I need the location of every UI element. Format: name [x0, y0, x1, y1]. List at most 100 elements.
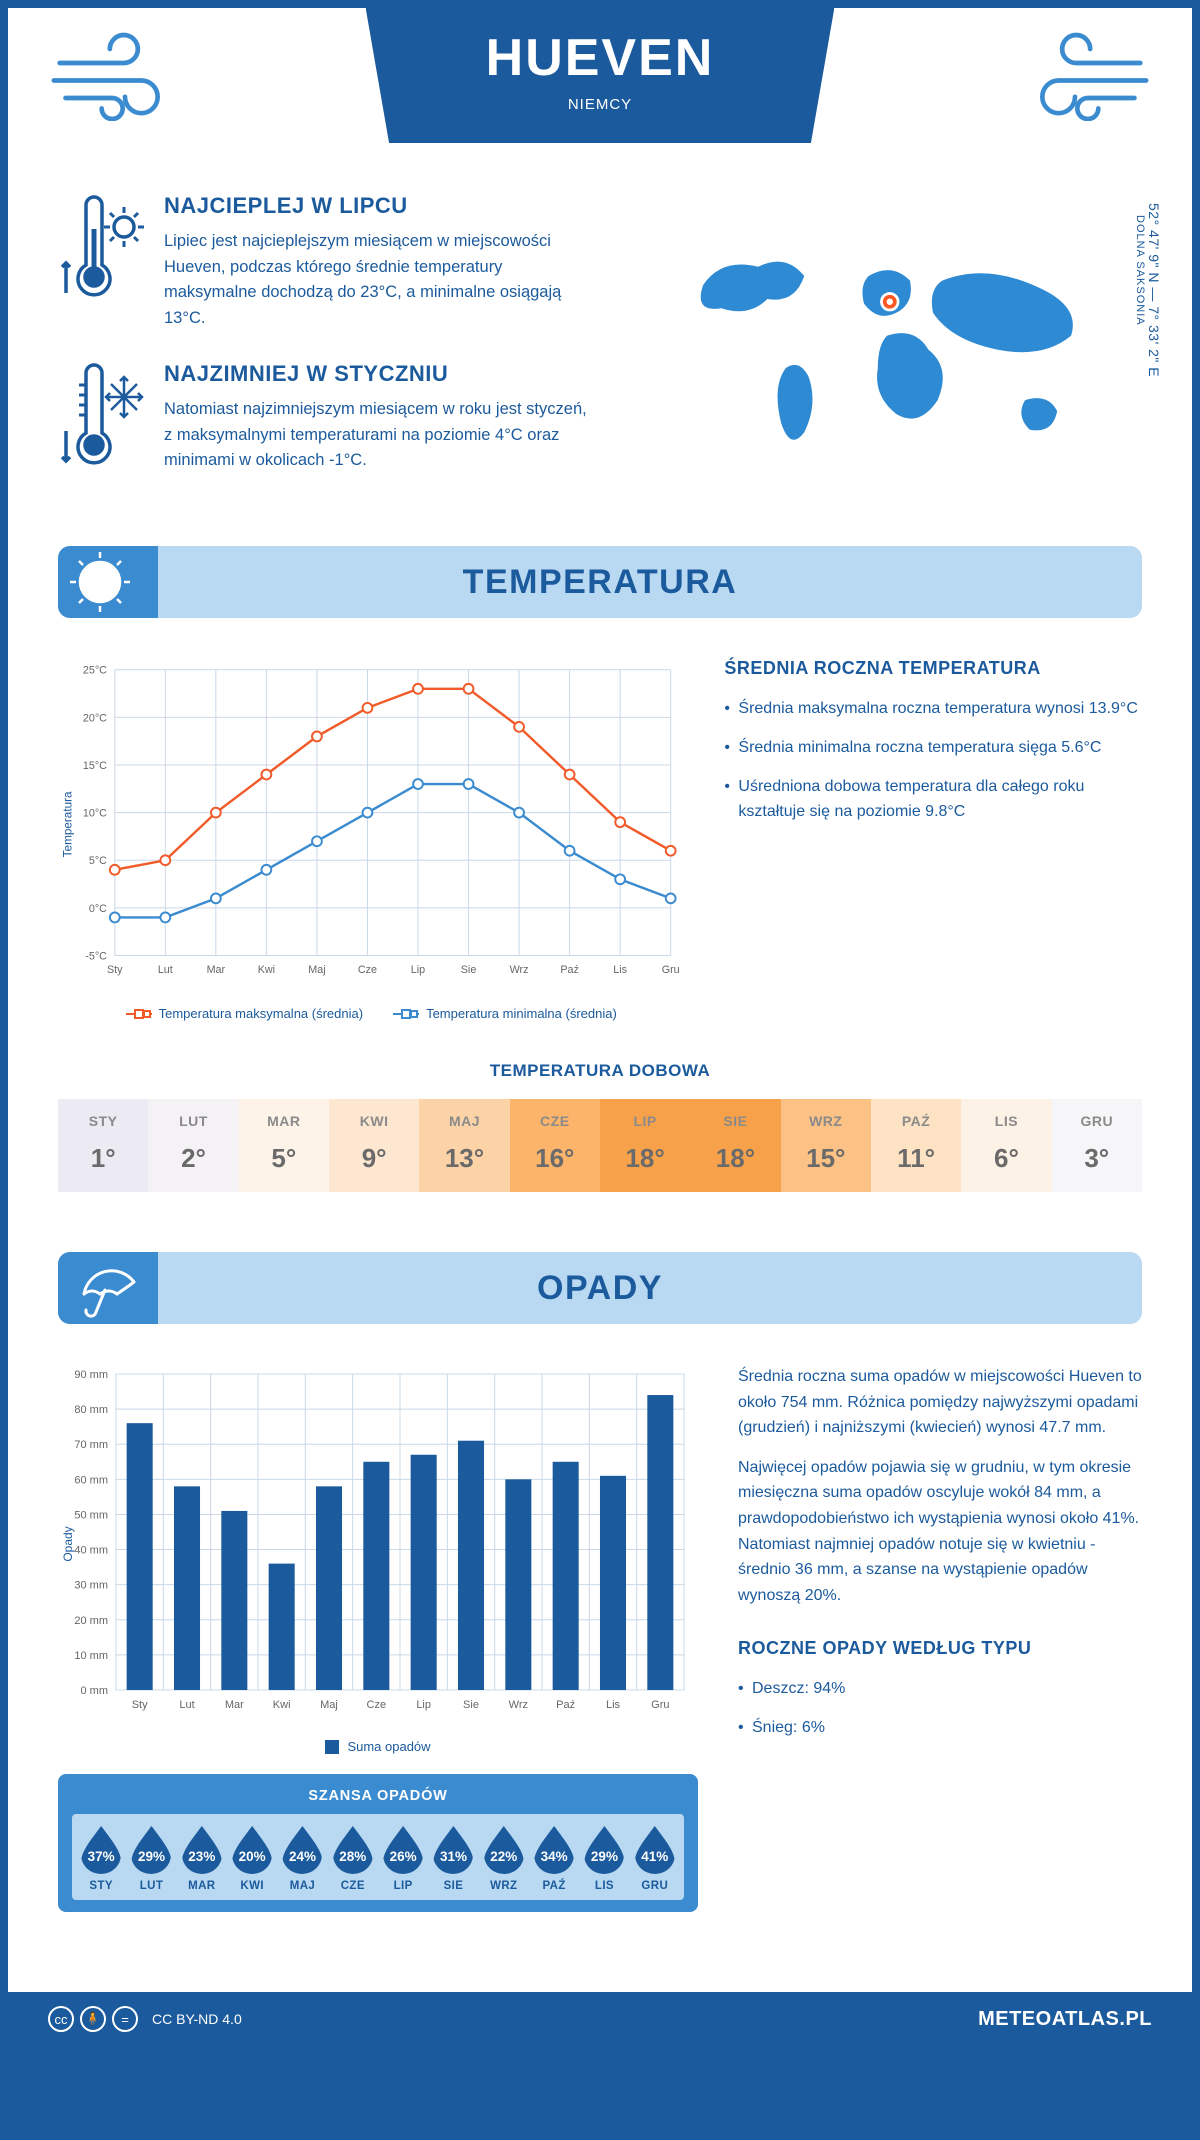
daily-temp-cell: LUT2°: [148, 1099, 238, 1192]
chance-drop: 22%WRZ: [479, 1826, 529, 1892]
chance-drop: 23%MAR: [177, 1826, 227, 1892]
chance-drop: 34%PAŹ: [529, 1826, 579, 1892]
chance-drop: 41%GRU: [630, 1826, 680, 1892]
coldest-body: Natomiast najzimniejszym miesiącem w rok…: [164, 397, 593, 474]
thermometer-sun-icon: [58, 193, 146, 331]
daily-temp-cell: WRZ15°: [781, 1099, 871, 1192]
svg-text:Paź: Paź: [556, 1699, 575, 1711]
opady-types-title: ROCZNE OPADY WEDŁUG TYPU: [738, 1638, 1142, 1659]
opady-title: OPADY: [537, 1269, 663, 1308]
svg-text:90 mm: 90 mm: [74, 1369, 108, 1381]
svg-text:Sty: Sty: [107, 964, 123, 976]
stat-item: Średnia minimalna roczna temperatura się…: [724, 736, 1142, 761]
daily-temp-cell: PAŹ11°: [871, 1099, 961, 1192]
daily-temp-cell: MAJ13°: [419, 1099, 509, 1192]
by-icon: 🧍: [80, 2006, 106, 2032]
opady-text: Średnia roczna suma opadów w miejscowośc…: [738, 1364, 1142, 1912]
wind-icon-left: [48, 8, 188, 108]
chance-drop: 31%SIE: [428, 1826, 478, 1892]
svg-text:Mar: Mar: [207, 964, 226, 976]
cc-icon: cc: [48, 2006, 74, 2032]
legend-item: Temperatura minimalna (średnia): [393, 1006, 617, 1021]
opady-chart-row: 0 mm10 mm20 mm30 mm40 mm50 mm60 mm70 mm8…: [58, 1364, 1142, 1912]
svg-text:Kwi: Kwi: [258, 964, 275, 976]
svg-text:Paź: Paź: [560, 964, 579, 976]
coldest-block: NAJZIMNIEJ W STYCZNIU Natomiast najzimni…: [58, 361, 593, 476]
chance-drop: 28%CZE: [328, 1826, 378, 1892]
header: HUEVEN NIEMCY: [8, 8, 1192, 143]
country-name: NIEMCY: [486, 96, 715, 113]
svg-text:Opady: Opady: [61, 1526, 75, 1561]
svg-text:Temperatura: Temperatura: [62, 791, 75, 857]
svg-text:Sie: Sie: [463, 1699, 479, 1711]
sun-icon: [58, 546, 158, 618]
daily-temp-cell: MAR5°: [239, 1099, 329, 1192]
intro-row: NAJCIEPLEJ W LIPCU Lipiec jest najcieple…: [58, 193, 1142, 506]
svg-text:50 mm: 50 mm: [74, 1509, 108, 1521]
chance-drop: 24%MAJ: [277, 1826, 327, 1892]
svg-text:80 mm: 80 mm: [74, 1404, 108, 1416]
license: cc 🧍 = CC BY-ND 4.0: [48, 2006, 242, 2032]
opady-type-item: Deszcz: 94%: [738, 1677, 1142, 1702]
coords-value: 52° 47' 9" N — 7° 33' 2" E: [1146, 203, 1162, 377]
world-map: 52° 47' 9" N — 7° 33' 2" E DOLNA SAKSONI…: [633, 193, 1142, 506]
brand: METEOATLAS.PL: [978, 2008, 1152, 2031]
opady-chart: 0 mm10 mm20 mm30 mm40 mm50 mm60 mm70 mm8…: [58, 1364, 698, 1912]
chance-drop: 26%LIP: [378, 1826, 428, 1892]
chance-title: SZANSA OPADÓW: [72, 1788, 684, 1804]
svg-text:Gru: Gru: [651, 1699, 669, 1711]
svg-text:0 mm: 0 mm: [81, 1685, 109, 1697]
svg-text:70 mm: 70 mm: [74, 1439, 108, 1451]
svg-text:Lip: Lip: [411, 964, 425, 976]
svg-text:Wrz: Wrz: [509, 1699, 528, 1711]
stat-item: Średnia maksymalna roczna temperatura wy…: [724, 697, 1142, 722]
svg-text:Sty: Sty: [132, 1699, 148, 1711]
chance-drop: 29%LUT: [126, 1826, 176, 1892]
temperature-title: TEMPERATURA: [463, 563, 738, 602]
daily-temp-cell: KWI9°: [329, 1099, 419, 1192]
svg-text:40 mm: 40 mm: [74, 1545, 108, 1557]
umbrella-icon: [58, 1252, 158, 1324]
city-name: HUEVEN: [486, 28, 715, 88]
svg-text:0°C: 0°C: [89, 903, 107, 915]
opady-p2: Najwięcej opadów pojawia się w grudniu, …: [738, 1455, 1142, 1609]
temperature-chart: -5°C0°C5°C10°C15°C20°C25°CStyLutMarKwiMa…: [58, 658, 684, 1021]
svg-text:-5°C: -5°C: [85, 951, 107, 963]
opady-section-header: OPADY: [58, 1252, 1142, 1324]
svg-text:Lut: Lut: [179, 1699, 194, 1711]
temperature-section-header: TEMPERATURA: [58, 546, 1142, 618]
svg-text:Sie: Sie: [461, 964, 477, 976]
chance-drop: 37%STY: [76, 1826, 126, 1892]
svg-text:Lis: Lis: [613, 964, 627, 976]
svg-text:Kwi: Kwi: [273, 1699, 291, 1711]
svg-text:5°C: 5°C: [89, 855, 107, 867]
daily-temp-title: TEMPERATURA DOBOWA: [58, 1061, 1142, 1081]
svg-text:Cze: Cze: [367, 1699, 387, 1711]
daily-temp-cell: STY1°: [58, 1099, 148, 1192]
annual-temp-title: ŚREDNIA ROCZNA TEMPERATURA: [724, 658, 1142, 679]
footer: cc 🧍 = CC BY-ND 4.0 METEOATLAS.PL: [8, 1992, 1192, 2046]
wind-icon-right: [1012, 8, 1152, 108]
thermometer-snowflake-icon: [58, 361, 146, 476]
daily-temp-cell: SIE18°: [690, 1099, 780, 1192]
opady-legend-label: Suma opadów: [347, 1739, 430, 1754]
svg-text:Lut: Lut: [158, 964, 173, 976]
svg-text:30 mm: 30 mm: [74, 1580, 108, 1592]
svg-text:Maj: Maj: [308, 964, 325, 976]
chance-drop: 29%LIS: [579, 1826, 629, 1892]
coords-region: DOLNA SAKSONIA: [1134, 215, 1146, 377]
opady-p1: Średnia roczna suma opadów w miejscowośc…: [738, 1364, 1142, 1441]
warmest-body: Lipiec jest najcieplejszym miesiącem w m…: [164, 229, 593, 331]
nd-icon: =: [112, 2006, 138, 2032]
daily-temp-table: STY1°LUT2°MAR5°KWI9°MAJ13°CZE16°LIP18°SI…: [58, 1099, 1142, 1192]
opady-type-item: Śnieg: 6%: [738, 1716, 1142, 1741]
svg-text:Cze: Cze: [358, 964, 377, 976]
daily-temp-cell: LIS6°: [961, 1099, 1051, 1192]
daily-temp-cell: GRU3°: [1052, 1099, 1142, 1192]
legend-item: Temperatura maksymalna (średnia): [126, 1006, 363, 1021]
svg-text:Lip: Lip: [416, 1699, 431, 1711]
intro-text: NAJCIEPLEJ W LIPCU Lipiec jest najcieple…: [58, 193, 593, 506]
svg-text:Maj: Maj: [320, 1699, 338, 1711]
svg-text:60 mm: 60 mm: [74, 1474, 108, 1486]
svg-text:Gru: Gru: [662, 964, 680, 976]
